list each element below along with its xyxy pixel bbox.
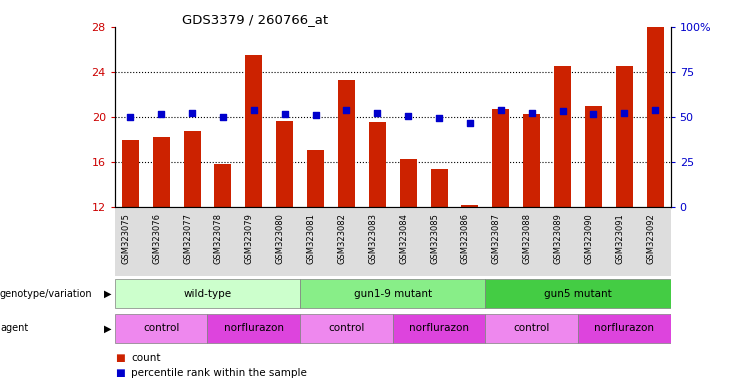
Text: GSM323079: GSM323079 bbox=[245, 213, 253, 264]
Point bbox=[495, 107, 507, 113]
Text: gun5 mutant: gun5 mutant bbox=[544, 289, 612, 299]
Bar bbox=[300, 279, 485, 308]
Point bbox=[186, 109, 198, 116]
Point bbox=[124, 114, 136, 120]
Point bbox=[556, 108, 568, 114]
Text: agent: agent bbox=[0, 323, 28, 333]
Text: GSM323081: GSM323081 bbox=[307, 213, 316, 264]
Bar bbox=[122, 140, 139, 207]
Text: GSM323089: GSM323089 bbox=[554, 213, 562, 264]
Text: wild-type: wild-type bbox=[184, 289, 231, 299]
Bar bbox=[523, 114, 540, 207]
Point bbox=[433, 115, 445, 121]
Text: control: control bbox=[514, 323, 550, 333]
Bar bbox=[276, 121, 293, 207]
Point bbox=[464, 120, 476, 126]
Text: GSM323080: GSM323080 bbox=[276, 213, 285, 264]
Text: GSM323084: GSM323084 bbox=[399, 213, 408, 264]
Point bbox=[279, 111, 290, 117]
Text: GSM323078: GSM323078 bbox=[214, 213, 223, 264]
Bar bbox=[393, 314, 485, 343]
Bar bbox=[300, 314, 393, 343]
Point bbox=[618, 109, 630, 116]
Bar bbox=[115, 279, 300, 308]
Bar bbox=[431, 169, 448, 207]
Text: GSM323083: GSM323083 bbox=[368, 213, 377, 264]
Point bbox=[247, 107, 260, 113]
Text: ■: ■ bbox=[115, 353, 124, 363]
Text: GSM323091: GSM323091 bbox=[615, 213, 624, 264]
Bar bbox=[647, 27, 664, 207]
Bar bbox=[492, 109, 509, 207]
Text: GSM323082: GSM323082 bbox=[337, 213, 347, 264]
Point bbox=[526, 109, 538, 116]
Point bbox=[402, 113, 414, 119]
Text: ▶: ▶ bbox=[104, 323, 111, 333]
Text: GSM323086: GSM323086 bbox=[461, 213, 470, 264]
Text: gun1-9 mutant: gun1-9 mutant bbox=[353, 289, 432, 299]
Point bbox=[371, 109, 383, 116]
Text: GSM323076: GSM323076 bbox=[152, 213, 162, 264]
Text: GSM323075: GSM323075 bbox=[122, 213, 130, 264]
Text: GDS3379 / 260766_at: GDS3379 / 260766_at bbox=[182, 13, 328, 26]
Bar bbox=[307, 150, 324, 207]
Bar bbox=[207, 314, 300, 343]
Bar bbox=[245, 55, 262, 207]
Point bbox=[156, 111, 167, 117]
Bar bbox=[616, 66, 633, 207]
Point bbox=[217, 114, 229, 120]
Text: GSM323092: GSM323092 bbox=[646, 213, 655, 264]
Text: percentile rank within the sample: percentile rank within the sample bbox=[131, 368, 307, 378]
Point bbox=[588, 111, 599, 117]
Text: norflurazon: norflurazon bbox=[409, 323, 469, 333]
Text: control: control bbox=[328, 323, 365, 333]
Text: GSM323085: GSM323085 bbox=[430, 213, 439, 264]
Text: count: count bbox=[131, 353, 161, 363]
Bar bbox=[462, 205, 479, 207]
Text: ■: ■ bbox=[115, 368, 124, 378]
Text: GSM323087: GSM323087 bbox=[492, 213, 501, 264]
Bar bbox=[578, 314, 671, 343]
Text: GSM323088: GSM323088 bbox=[522, 213, 532, 264]
Text: ▶: ▶ bbox=[104, 289, 111, 299]
Text: norflurazon: norflurazon bbox=[594, 323, 654, 333]
Text: genotype/variation: genotype/variation bbox=[0, 289, 93, 299]
Text: control: control bbox=[143, 323, 179, 333]
Point bbox=[649, 107, 661, 113]
Bar bbox=[338, 80, 355, 207]
Bar bbox=[399, 159, 416, 207]
Bar bbox=[115, 314, 207, 343]
Bar bbox=[485, 279, 671, 308]
Bar bbox=[153, 137, 170, 207]
Bar bbox=[184, 131, 201, 207]
Text: GSM323090: GSM323090 bbox=[585, 213, 594, 264]
Bar bbox=[554, 66, 571, 207]
Bar bbox=[369, 122, 386, 207]
Bar bbox=[214, 164, 231, 207]
Bar bbox=[485, 314, 578, 343]
Point bbox=[310, 112, 322, 118]
Text: GSM323077: GSM323077 bbox=[183, 213, 192, 264]
Text: norflurazon: norflurazon bbox=[224, 323, 284, 333]
Point bbox=[341, 107, 353, 113]
Bar bbox=[585, 106, 602, 207]
